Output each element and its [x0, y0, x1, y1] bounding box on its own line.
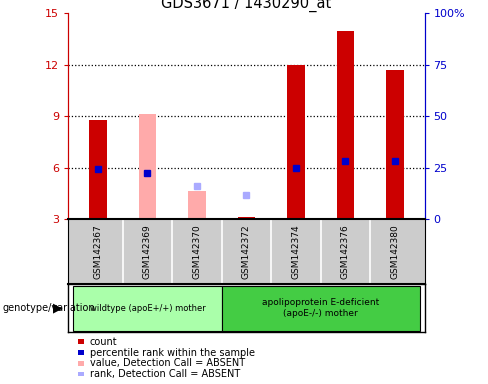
Text: apolipoprotein E-deficient
(apoE-/-) mother: apolipoprotein E-deficient (apoE-/-) mot… [262, 298, 379, 318]
Text: GSM142376: GSM142376 [341, 224, 350, 279]
Bar [287, 65, 305, 219]
Text: GSM142374: GSM142374 [291, 224, 301, 279]
Title: GDS3671 / 1430290_at: GDS3671 / 1430290_at [162, 0, 331, 12]
Text: GSM142380: GSM142380 [390, 224, 399, 279]
Text: percentile rank within the sample: percentile rank within the sample [90, 348, 255, 358]
Text: count: count [90, 337, 118, 347]
Text: rank, Detection Call = ABSENT: rank, Detection Call = ABSENT [90, 369, 240, 379]
Bar [139, 114, 156, 219]
Text: ▶: ▶ [53, 302, 62, 314]
Text: GSM142369: GSM142369 [143, 224, 152, 279]
Bar [386, 70, 404, 219]
Text: GSM142367: GSM142367 [94, 224, 102, 279]
Bar [238, 217, 255, 219]
Text: value, Detection Call = ABSENT: value, Detection Call = ABSENT [90, 358, 245, 368]
Bar [188, 192, 205, 219]
Bar [73, 286, 222, 331]
Bar [222, 286, 420, 331]
Bar [337, 31, 354, 219]
Bar [89, 119, 107, 219]
Text: GSM142372: GSM142372 [242, 224, 251, 279]
Text: GSM142370: GSM142370 [192, 224, 202, 279]
Text: wildtype (apoE+/+) mother: wildtype (apoE+/+) mother [90, 304, 205, 313]
Text: genotype/variation: genotype/variation [2, 303, 95, 313]
